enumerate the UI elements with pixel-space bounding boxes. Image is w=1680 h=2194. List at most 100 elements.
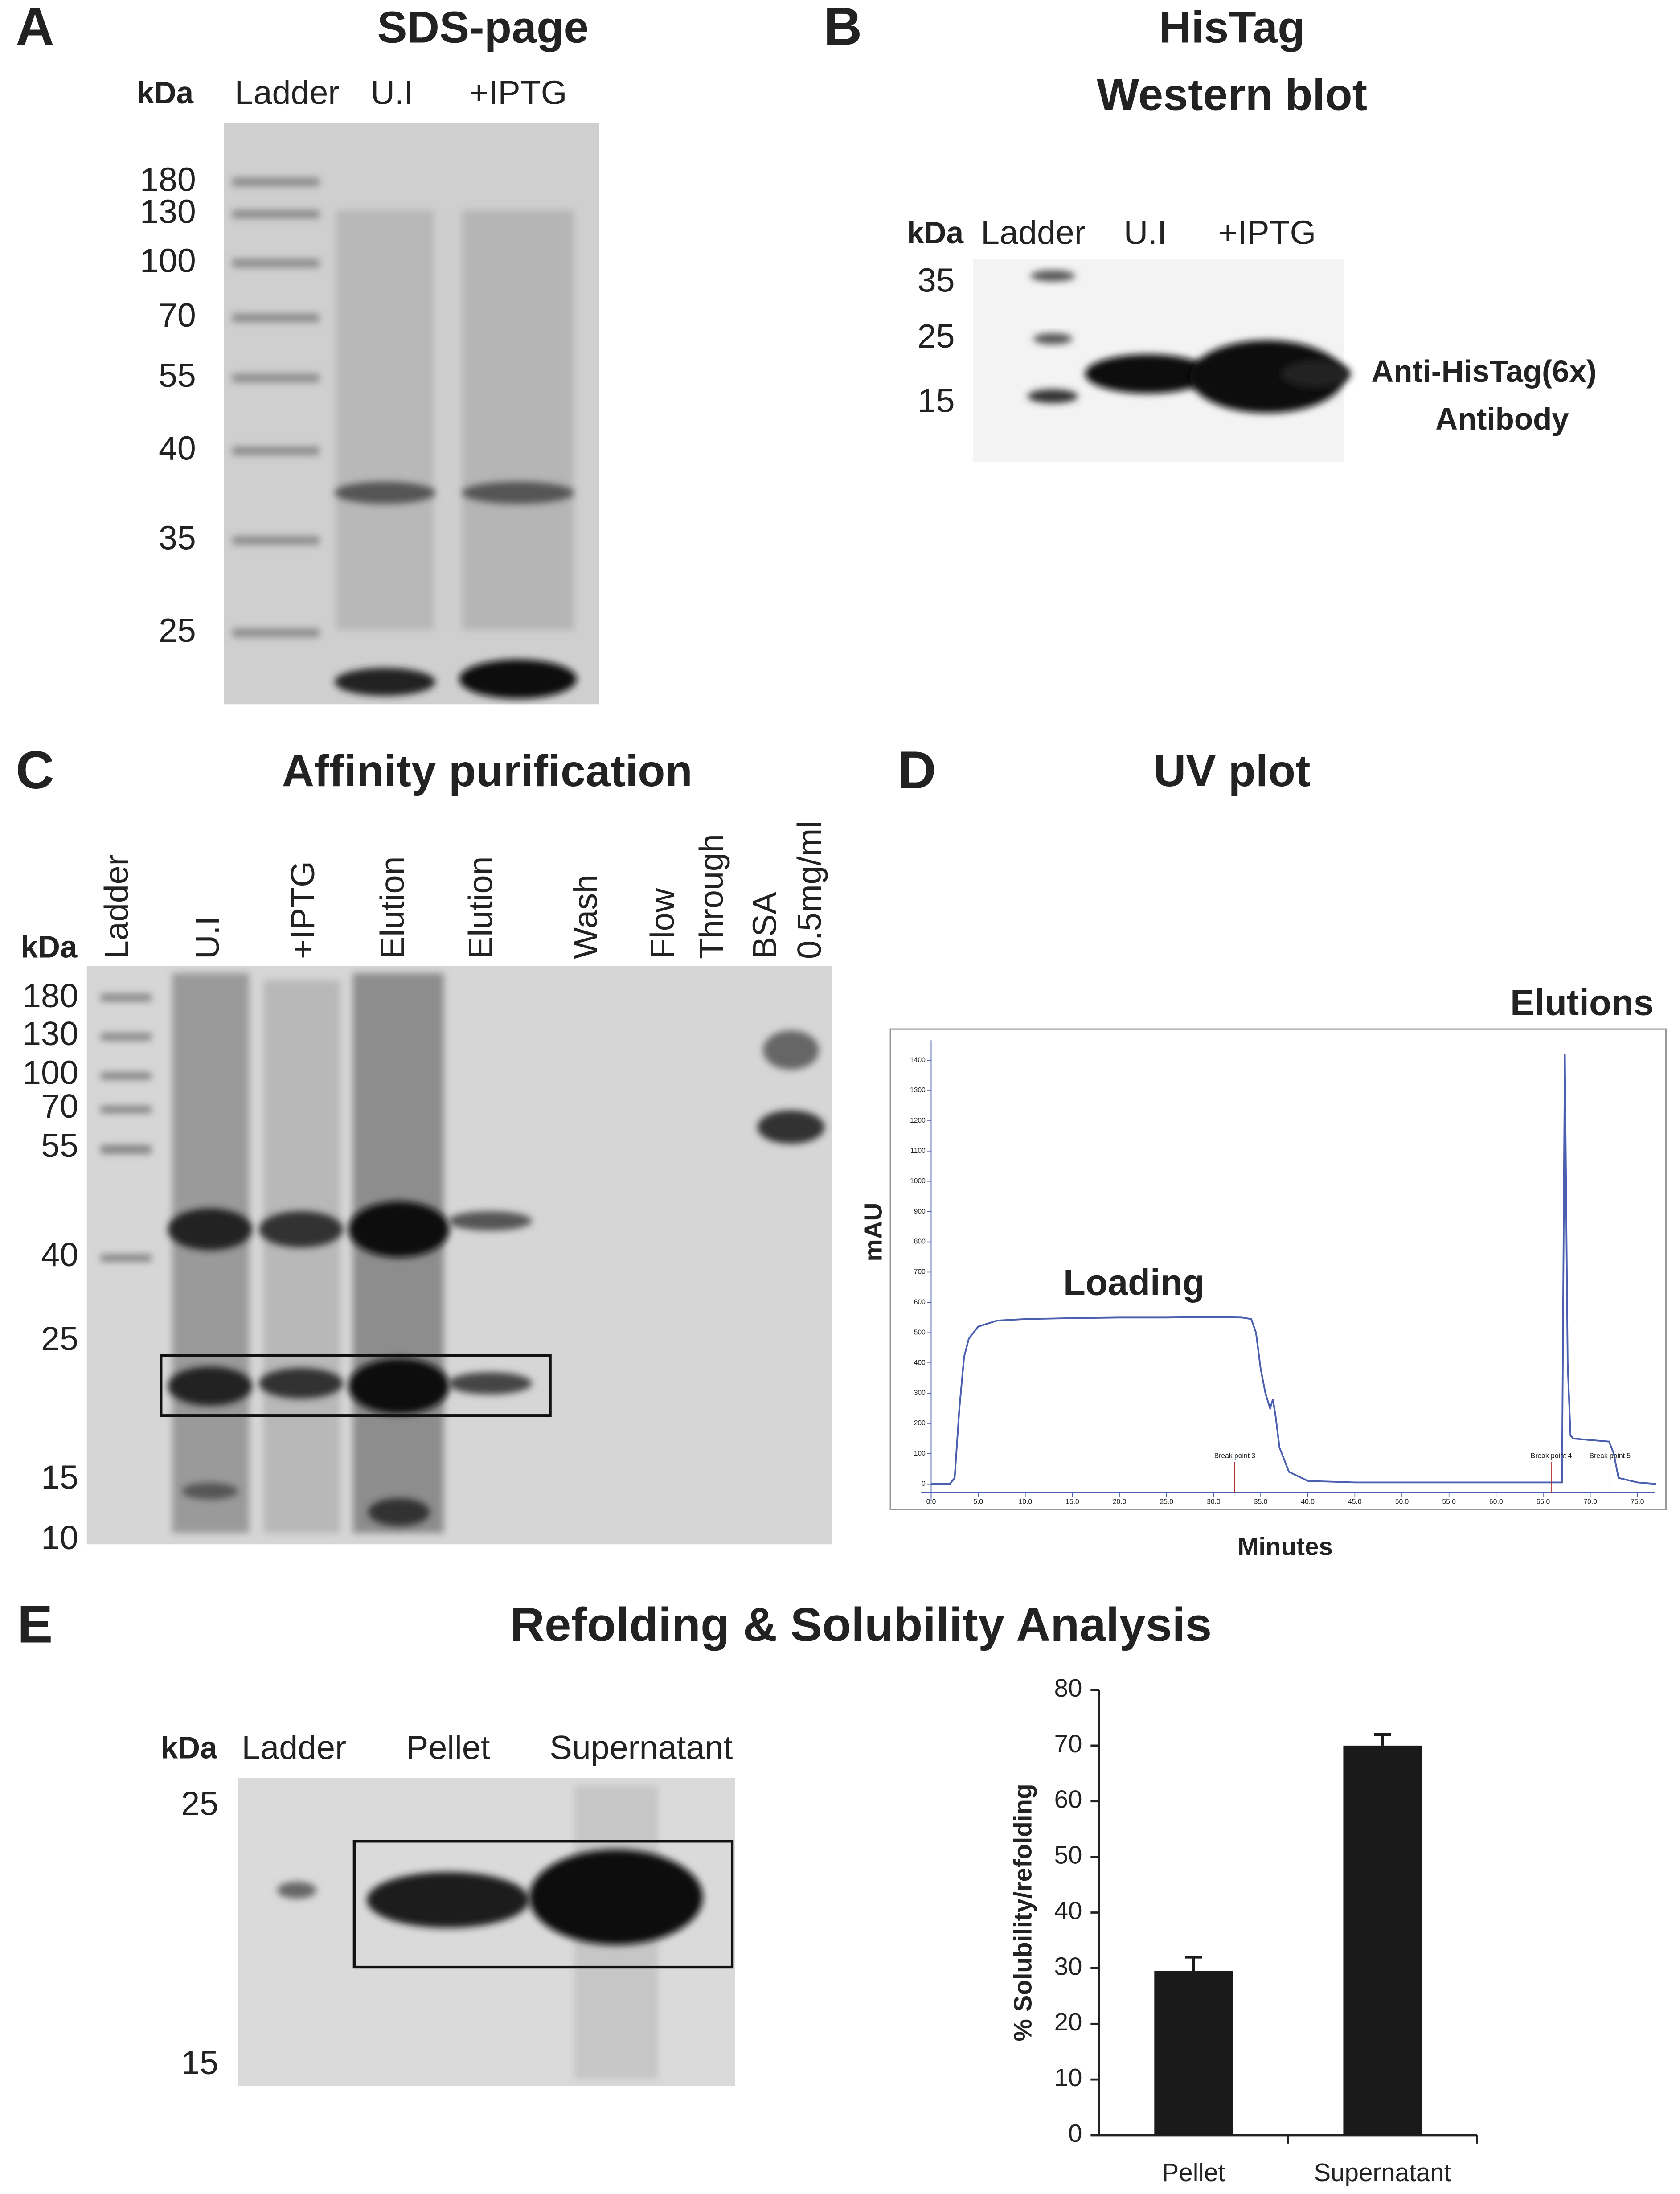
lane-label: +IPTG: [284, 861, 321, 959]
y-tick-label: 500: [914, 1329, 926, 1336]
x-tick-label: 75.0: [1631, 1498, 1644, 1506]
panel-letter: A: [16, 0, 54, 57]
x-tick-label: Pellet: [1162, 2158, 1225, 2186]
gel-e: [238, 1778, 735, 2087]
marker-label: 40: [159, 430, 196, 467]
y-tick-label: 600: [914, 1299, 926, 1306]
bar: [1343, 1745, 1422, 2136]
lane-label: Through: [692, 834, 730, 959]
y-tick-label: 200: [914, 1419, 926, 1427]
annotation: Break point 4: [1531, 1452, 1572, 1460]
marker-label: 15: [41, 1459, 78, 1496]
error-bar: [1185, 1956, 1202, 1971]
x-tick-label: 60.0: [1489, 1498, 1503, 1506]
marker-label: 35: [159, 519, 196, 557]
unit-label: kDa: [137, 75, 193, 110]
x-tick-label: 5.0: [973, 1498, 983, 1506]
gel-a: [224, 123, 599, 705]
lane-label: +IPTG: [1218, 214, 1316, 251]
marker-label: 55: [159, 357, 196, 394]
y-tick-label: 1100: [910, 1147, 926, 1155]
y-tick-label: 100: [914, 1450, 926, 1457]
lane-label: U.I: [370, 74, 413, 111]
lane-label: Ladder: [235, 74, 340, 111]
lane-label: Ladder: [242, 1729, 346, 1766]
panel-title: SDS-page: [377, 3, 589, 53]
annotation: Loading: [1063, 1263, 1205, 1303]
marker-label: 10: [41, 1519, 78, 1556]
y-axis-label: % Solubility/refolding: [1009, 1784, 1037, 2041]
lane-label: Pellet: [406, 1729, 490, 1766]
y-tick-label: 400: [914, 1359, 926, 1366]
marker-label: 15: [181, 2044, 218, 2081]
chart-title: UV plot: [1154, 746, 1311, 796]
x-axis-label: Minutes: [1237, 1533, 1333, 1561]
y-tick-label: 800: [914, 1238, 926, 1246]
band-label: Antibody: [1435, 402, 1569, 436]
marker-label: 100: [140, 242, 196, 279]
lane-label: Supernatant: [549, 1729, 733, 1766]
marker-label: 40: [41, 1236, 78, 1273]
lane-label: Flow: [643, 888, 681, 959]
x-tick-label: 10.0: [1019, 1498, 1033, 1506]
marker-label: 70: [41, 1087, 78, 1125]
blot-b: [973, 259, 1351, 462]
lane-label: U.I: [1124, 214, 1167, 251]
y-axis-label: mAU: [859, 1203, 887, 1262]
x-tick-label: 35.0: [1254, 1498, 1268, 1506]
panel-title: HisTag: [1159, 3, 1305, 53]
error-bar: [1374, 1733, 1391, 1746]
y-tick-label: 30: [1054, 1952, 1082, 1980]
panel-letter: E: [17, 1595, 53, 1654]
x-tick-label: 65.0: [1537, 1498, 1550, 1506]
lane-label: Ladder: [981, 214, 1086, 251]
gel-c: [86, 966, 832, 1545]
annotation: Break point 5: [1590, 1452, 1631, 1460]
lane-label: Wash: [566, 874, 604, 959]
x-tick-label: 25.0: [1160, 1498, 1173, 1506]
marker-label: 130: [22, 1015, 78, 1052]
panel-title: Affinity purification: [282, 746, 692, 796]
marker-label: 180: [22, 977, 78, 1014]
y-tick-label: 50: [1054, 1841, 1082, 1869]
marker-label: 15: [918, 382, 955, 419]
marker-label: 25: [918, 317, 955, 355]
lane-label: Elution: [373, 857, 411, 960]
y-tick-label: 70: [1054, 1730, 1082, 1758]
y-tick-label: 0: [922, 1480, 926, 1488]
y-tick-label: 40: [1054, 1896, 1082, 1924]
y-tick-label: 60: [1054, 1785, 1082, 1813]
y-tick-label: 80: [1054, 1674, 1082, 1702]
panel-letter: D: [898, 741, 936, 800]
lane-label: BSA: [746, 891, 783, 959]
unit-label: kDa: [161, 1730, 217, 1765]
y-tick-label: 0: [1068, 2119, 1082, 2147]
panel-title: Western blot: [1097, 70, 1367, 119]
x-tick-label: 45.0: [1348, 1498, 1362, 1506]
marker-label: 70: [159, 296, 196, 334]
y-tick-label: 1200: [910, 1117, 926, 1124]
marker-label: 55: [41, 1127, 78, 1164]
lane-label: U.I: [188, 916, 226, 959]
x-tick-label: 40.0: [1301, 1498, 1315, 1506]
x-tick-label: 0.0: [926, 1498, 936, 1506]
unit-label: kDa: [21, 929, 78, 964]
bar: [1154, 1971, 1233, 2136]
marker-label: 35: [918, 262, 955, 299]
uv-frame: [889, 1028, 1667, 1510]
lane-label: 0.5mg/ml: [791, 821, 828, 959]
marker-label: 25: [159, 611, 196, 649]
marker-label: 25: [181, 1785, 218, 1822]
y-tick-label: 300: [914, 1389, 926, 1397]
x-tick-label: Supernatant: [1314, 2158, 1451, 2186]
annotation: Elutions: [1510, 982, 1654, 1023]
panel-title: Refolding & Solubility Analysis: [510, 1598, 1212, 1651]
lane-label: Elution: [462, 857, 499, 960]
x-tick-label: 70.0: [1583, 1498, 1597, 1506]
y-tick-label: 1300: [910, 1087, 926, 1094]
marker-label: 100: [22, 1054, 78, 1091]
lane-label: Ladder: [98, 854, 135, 959]
y-tick-label: 1000: [910, 1177, 926, 1185]
lane-label: +IPTG: [469, 74, 567, 111]
